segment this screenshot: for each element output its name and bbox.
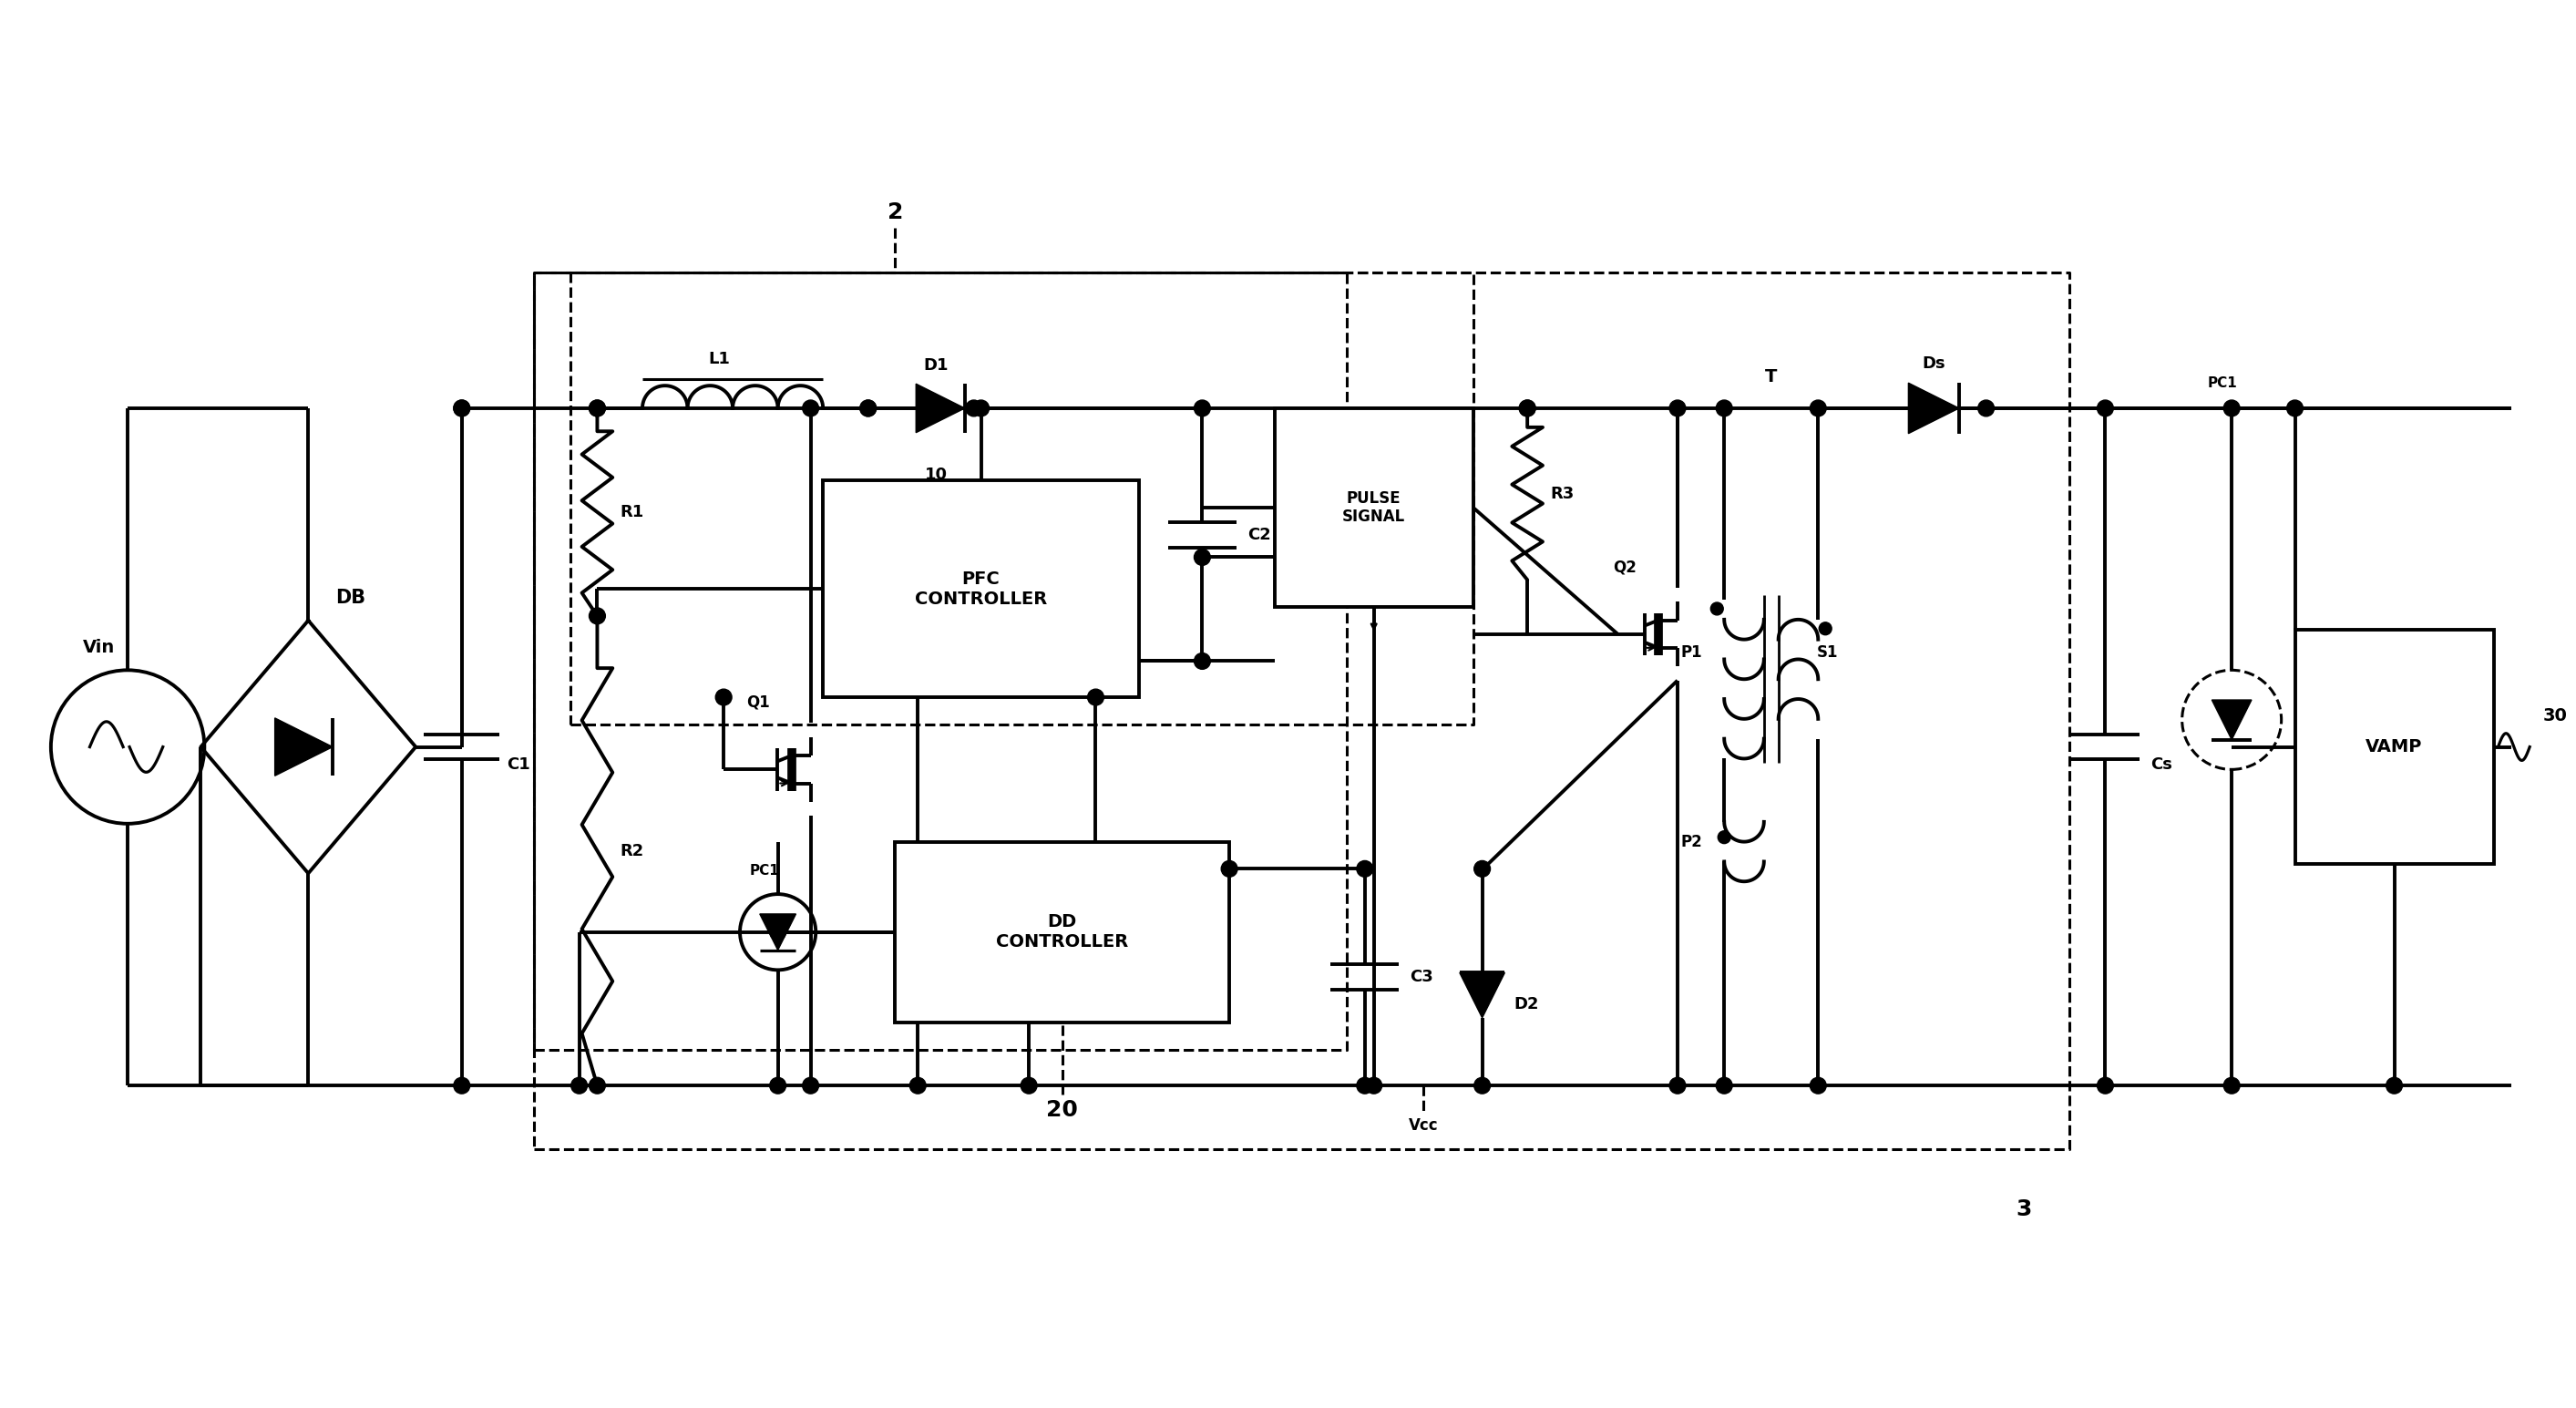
Text: VAMP: VAMP	[2365, 738, 2421, 756]
Circle shape	[1195, 549, 1211, 566]
Text: PC1: PC1	[2208, 376, 2239, 390]
Text: P1: P1	[1682, 643, 1703, 660]
Text: R2: R2	[621, 842, 644, 859]
Text: Q2: Q2	[1613, 559, 1636, 576]
Circle shape	[1087, 689, 1105, 705]
Polygon shape	[917, 384, 966, 432]
Circle shape	[1520, 400, 1535, 417]
Circle shape	[974, 400, 989, 417]
Circle shape	[1718, 831, 1731, 843]
Circle shape	[804, 1077, 819, 1094]
Circle shape	[804, 400, 819, 417]
Circle shape	[2287, 400, 2303, 417]
Circle shape	[1669, 1077, 1685, 1094]
Circle shape	[1811, 1077, 1826, 1094]
Polygon shape	[2213, 700, 2251, 739]
Circle shape	[770, 924, 786, 941]
Circle shape	[1358, 1077, 1373, 1094]
Circle shape	[572, 1077, 587, 1094]
Text: Vin: Vin	[82, 639, 116, 656]
Circle shape	[770, 1077, 786, 1094]
Circle shape	[2097, 400, 2112, 417]
Circle shape	[966, 400, 981, 417]
Circle shape	[590, 1077, 605, 1094]
Circle shape	[1365, 1077, 1381, 1094]
Circle shape	[909, 1077, 925, 1094]
Text: C1: C1	[507, 756, 531, 773]
Circle shape	[453, 400, 469, 417]
Text: 2: 2	[886, 201, 904, 222]
Text: 20: 20	[1046, 1100, 1079, 1121]
Text: P2: P2	[1682, 834, 1703, 850]
Polygon shape	[276, 718, 332, 776]
Circle shape	[1716, 400, 1731, 417]
Circle shape	[590, 608, 605, 624]
Circle shape	[1811, 400, 1826, 417]
Polygon shape	[760, 914, 796, 950]
Text: DD
CONTROLLER: DD CONTROLLER	[997, 914, 1128, 950]
Text: Ds: Ds	[1922, 356, 1945, 372]
Text: Vcc: Vcc	[1409, 1117, 1437, 1133]
Circle shape	[2223, 1077, 2241, 1094]
Circle shape	[1978, 400, 1994, 417]
Bar	[822, 480, 1139, 697]
Text: DB: DB	[335, 589, 366, 607]
Text: D1: D1	[922, 358, 948, 375]
Circle shape	[453, 400, 469, 417]
Text: Q1: Q1	[747, 694, 770, 711]
Circle shape	[590, 400, 605, 417]
Text: Cs: Cs	[2151, 756, 2172, 773]
Circle shape	[716, 689, 732, 705]
Text: 10: 10	[925, 467, 948, 483]
Text: 30: 30	[2543, 707, 2568, 724]
Circle shape	[1710, 603, 1723, 615]
Text: 3: 3	[2017, 1198, 2032, 1221]
Text: C2: C2	[1247, 527, 1270, 543]
Circle shape	[2097, 1077, 2112, 1094]
Circle shape	[1520, 400, 1535, 417]
Text: T: T	[1765, 369, 1777, 386]
Text: C3: C3	[1409, 969, 1432, 986]
Polygon shape	[1909, 383, 1958, 434]
Circle shape	[590, 400, 605, 417]
Text: R3: R3	[1551, 486, 1574, 503]
Circle shape	[1669, 400, 1685, 417]
Bar	[2295, 629, 2494, 865]
Circle shape	[1020, 1077, 1038, 1094]
Circle shape	[1473, 860, 1492, 877]
Text: L1: L1	[708, 351, 729, 367]
Circle shape	[1716, 1077, 1731, 1094]
Text: PULSE
SIGNAL: PULSE SIGNAL	[1342, 490, 1406, 525]
Polygon shape	[1461, 973, 1504, 1018]
Circle shape	[860, 400, 876, 417]
Circle shape	[860, 400, 876, 417]
Circle shape	[453, 1077, 469, 1094]
Text: S1: S1	[1816, 643, 1837, 660]
Text: PC1: PC1	[750, 865, 778, 877]
Circle shape	[1358, 860, 1373, 877]
Text: PFC
CONTROLLER: PFC CONTROLLER	[914, 570, 1048, 607]
Bar	[896, 842, 1229, 1022]
Text: D2: D2	[1515, 995, 1538, 1012]
Circle shape	[1195, 400, 1211, 417]
Circle shape	[1221, 860, 1236, 877]
Text: R1: R1	[621, 504, 644, 521]
Circle shape	[1195, 653, 1211, 669]
Circle shape	[1819, 622, 1832, 635]
Circle shape	[2223, 400, 2241, 417]
Circle shape	[2385, 1077, 2403, 1094]
Bar	[1275, 408, 1473, 607]
Circle shape	[1473, 1077, 1492, 1094]
